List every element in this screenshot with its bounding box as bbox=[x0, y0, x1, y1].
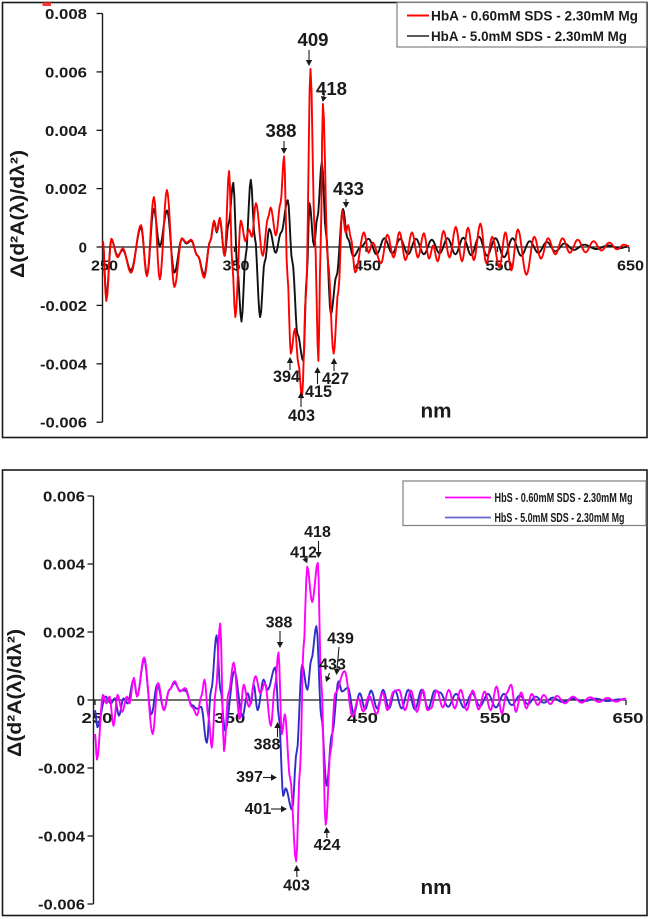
svg-text:550: 550 bbox=[480, 710, 511, 727]
svg-text:-0.002: -0.002 bbox=[38, 761, 85, 778]
svg-text:-0.006: -0.006 bbox=[40, 415, 87, 432]
svg-text:418: 418 bbox=[316, 79, 347, 99]
svg-text:409: 409 bbox=[298, 30, 329, 50]
svg-text:350: 350 bbox=[223, 258, 250, 275]
svg-text:0.006: 0.006 bbox=[45, 64, 87, 81]
svg-text:412: 412 bbox=[290, 545, 317, 562]
svg-text:HbS - 5.0mM SDS - 2.30mM Mg: HbS - 5.0mM SDS - 2.30mM Mg bbox=[495, 511, 625, 525]
svg-text:0: 0 bbox=[79, 240, 87, 257]
svg-text:Δ(d²A(λ)/dλ²): Δ(d²A(λ)/dλ²) bbox=[8, 150, 29, 278]
svg-text:HbA - 5.0mM SDS - 2.30mM Mg: HbA - 5.0mM SDS - 2.30mM Mg bbox=[431, 28, 627, 44]
svg-text:403: 403 bbox=[283, 878, 310, 895]
svg-text:0.004: 0.004 bbox=[45, 123, 88, 140]
svg-text:650: 650 bbox=[613, 710, 644, 727]
svg-text:0.008: 0.008 bbox=[45, 6, 87, 23]
svg-text:-0.006: -0.006 bbox=[38, 897, 85, 914]
svg-text:nm: nm bbox=[421, 401, 452, 423]
svg-text:418: 418 bbox=[304, 524, 331, 541]
svg-text:424: 424 bbox=[314, 837, 341, 854]
svg-text:-0.004: -0.004 bbox=[38, 829, 86, 846]
svg-text:HbA - 0.60mM SDS - 2.30mM Mg: HbA - 0.60mM SDS - 2.30mM Mg bbox=[431, 8, 638, 24]
svg-text:401: 401 bbox=[245, 801, 272, 818]
svg-text:450: 450 bbox=[354, 258, 381, 275]
svg-text:HbS - 0.60mM SDS - 2.30mM Mg: HbS - 0.60mM SDS - 2.30mM Mg bbox=[495, 491, 633, 505]
svg-text:433: 433 bbox=[319, 657, 346, 674]
svg-text:397: 397 bbox=[236, 769, 263, 786]
svg-text:0: 0 bbox=[77, 693, 85, 710]
svg-text:-0.002: -0.002 bbox=[40, 298, 87, 315]
svg-text:388: 388 bbox=[266, 121, 297, 141]
svg-text:433: 433 bbox=[333, 179, 364, 199]
svg-text:nm: nm bbox=[421, 877, 452, 899]
svg-text:-0.004: -0.004 bbox=[40, 356, 88, 373]
svg-text:403: 403 bbox=[288, 406, 315, 425]
svg-text:439: 439 bbox=[327, 631, 354, 648]
svg-text:388: 388 bbox=[254, 737, 281, 754]
svg-text:427: 427 bbox=[322, 369, 349, 388]
svg-text:0.006: 0.006 bbox=[43, 489, 85, 506]
svg-text:0.004: 0.004 bbox=[43, 557, 86, 574]
svg-text:415: 415 bbox=[305, 382, 332, 401]
svg-text:394: 394 bbox=[273, 367, 301, 386]
svg-text:0.002: 0.002 bbox=[43, 625, 85, 642]
svg-text:Δ(d²A(λ)/dλ²): Δ(d²A(λ)/dλ²) bbox=[5, 629, 26, 757]
svg-text:650: 650 bbox=[617, 258, 644, 275]
svg-text:388: 388 bbox=[266, 615, 293, 632]
svg-text:0.002: 0.002 bbox=[45, 181, 87, 198]
